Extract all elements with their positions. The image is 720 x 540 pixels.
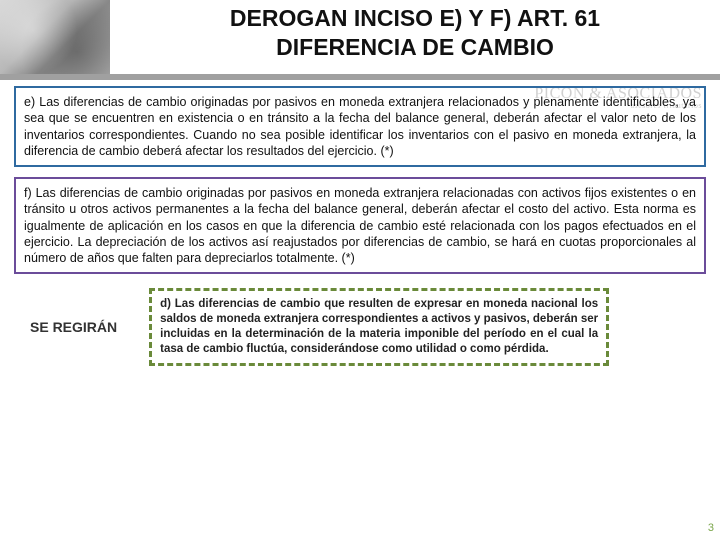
- se-regiran-label: SE REGIRÁN: [24, 319, 123, 335]
- page-number: 3: [708, 522, 714, 534]
- title-line-2: DIFERENCIA DE CAMBIO: [110, 33, 720, 62]
- box-d-text: d) Las diferencias de cambio que resulte…: [160, 298, 598, 355]
- title-block: DEROGAN INCISO E) Y F) ART. 61 DIFERENCI…: [110, 0, 720, 62]
- header-photo: [0, 0, 110, 74]
- box-inciso-e: e) Las diferencias de cambio originadas …: [14, 86, 706, 167]
- box-e-text: e) Las diferencias de cambio originadas …: [24, 95, 696, 158]
- box-inciso-f: f) Las diferencias de cambio originadas …: [14, 177, 706, 274]
- header-row: DEROGAN INCISO E) Y F) ART. 61 DIFERENCI…: [0, 0, 720, 74]
- title-line-1: DEROGAN INCISO E) Y F) ART. 61: [110, 4, 720, 33]
- content-area: e) Las diferencias de cambio originadas …: [0, 80, 720, 366]
- box-inciso-d: d) Las diferencias de cambio que resulte…: [149, 288, 609, 366]
- bottom-row: SE REGIRÁN d) Las diferencias de cambio …: [14, 288, 706, 366]
- box-f-text: f) Las diferencias de cambio originadas …: [24, 186, 696, 265]
